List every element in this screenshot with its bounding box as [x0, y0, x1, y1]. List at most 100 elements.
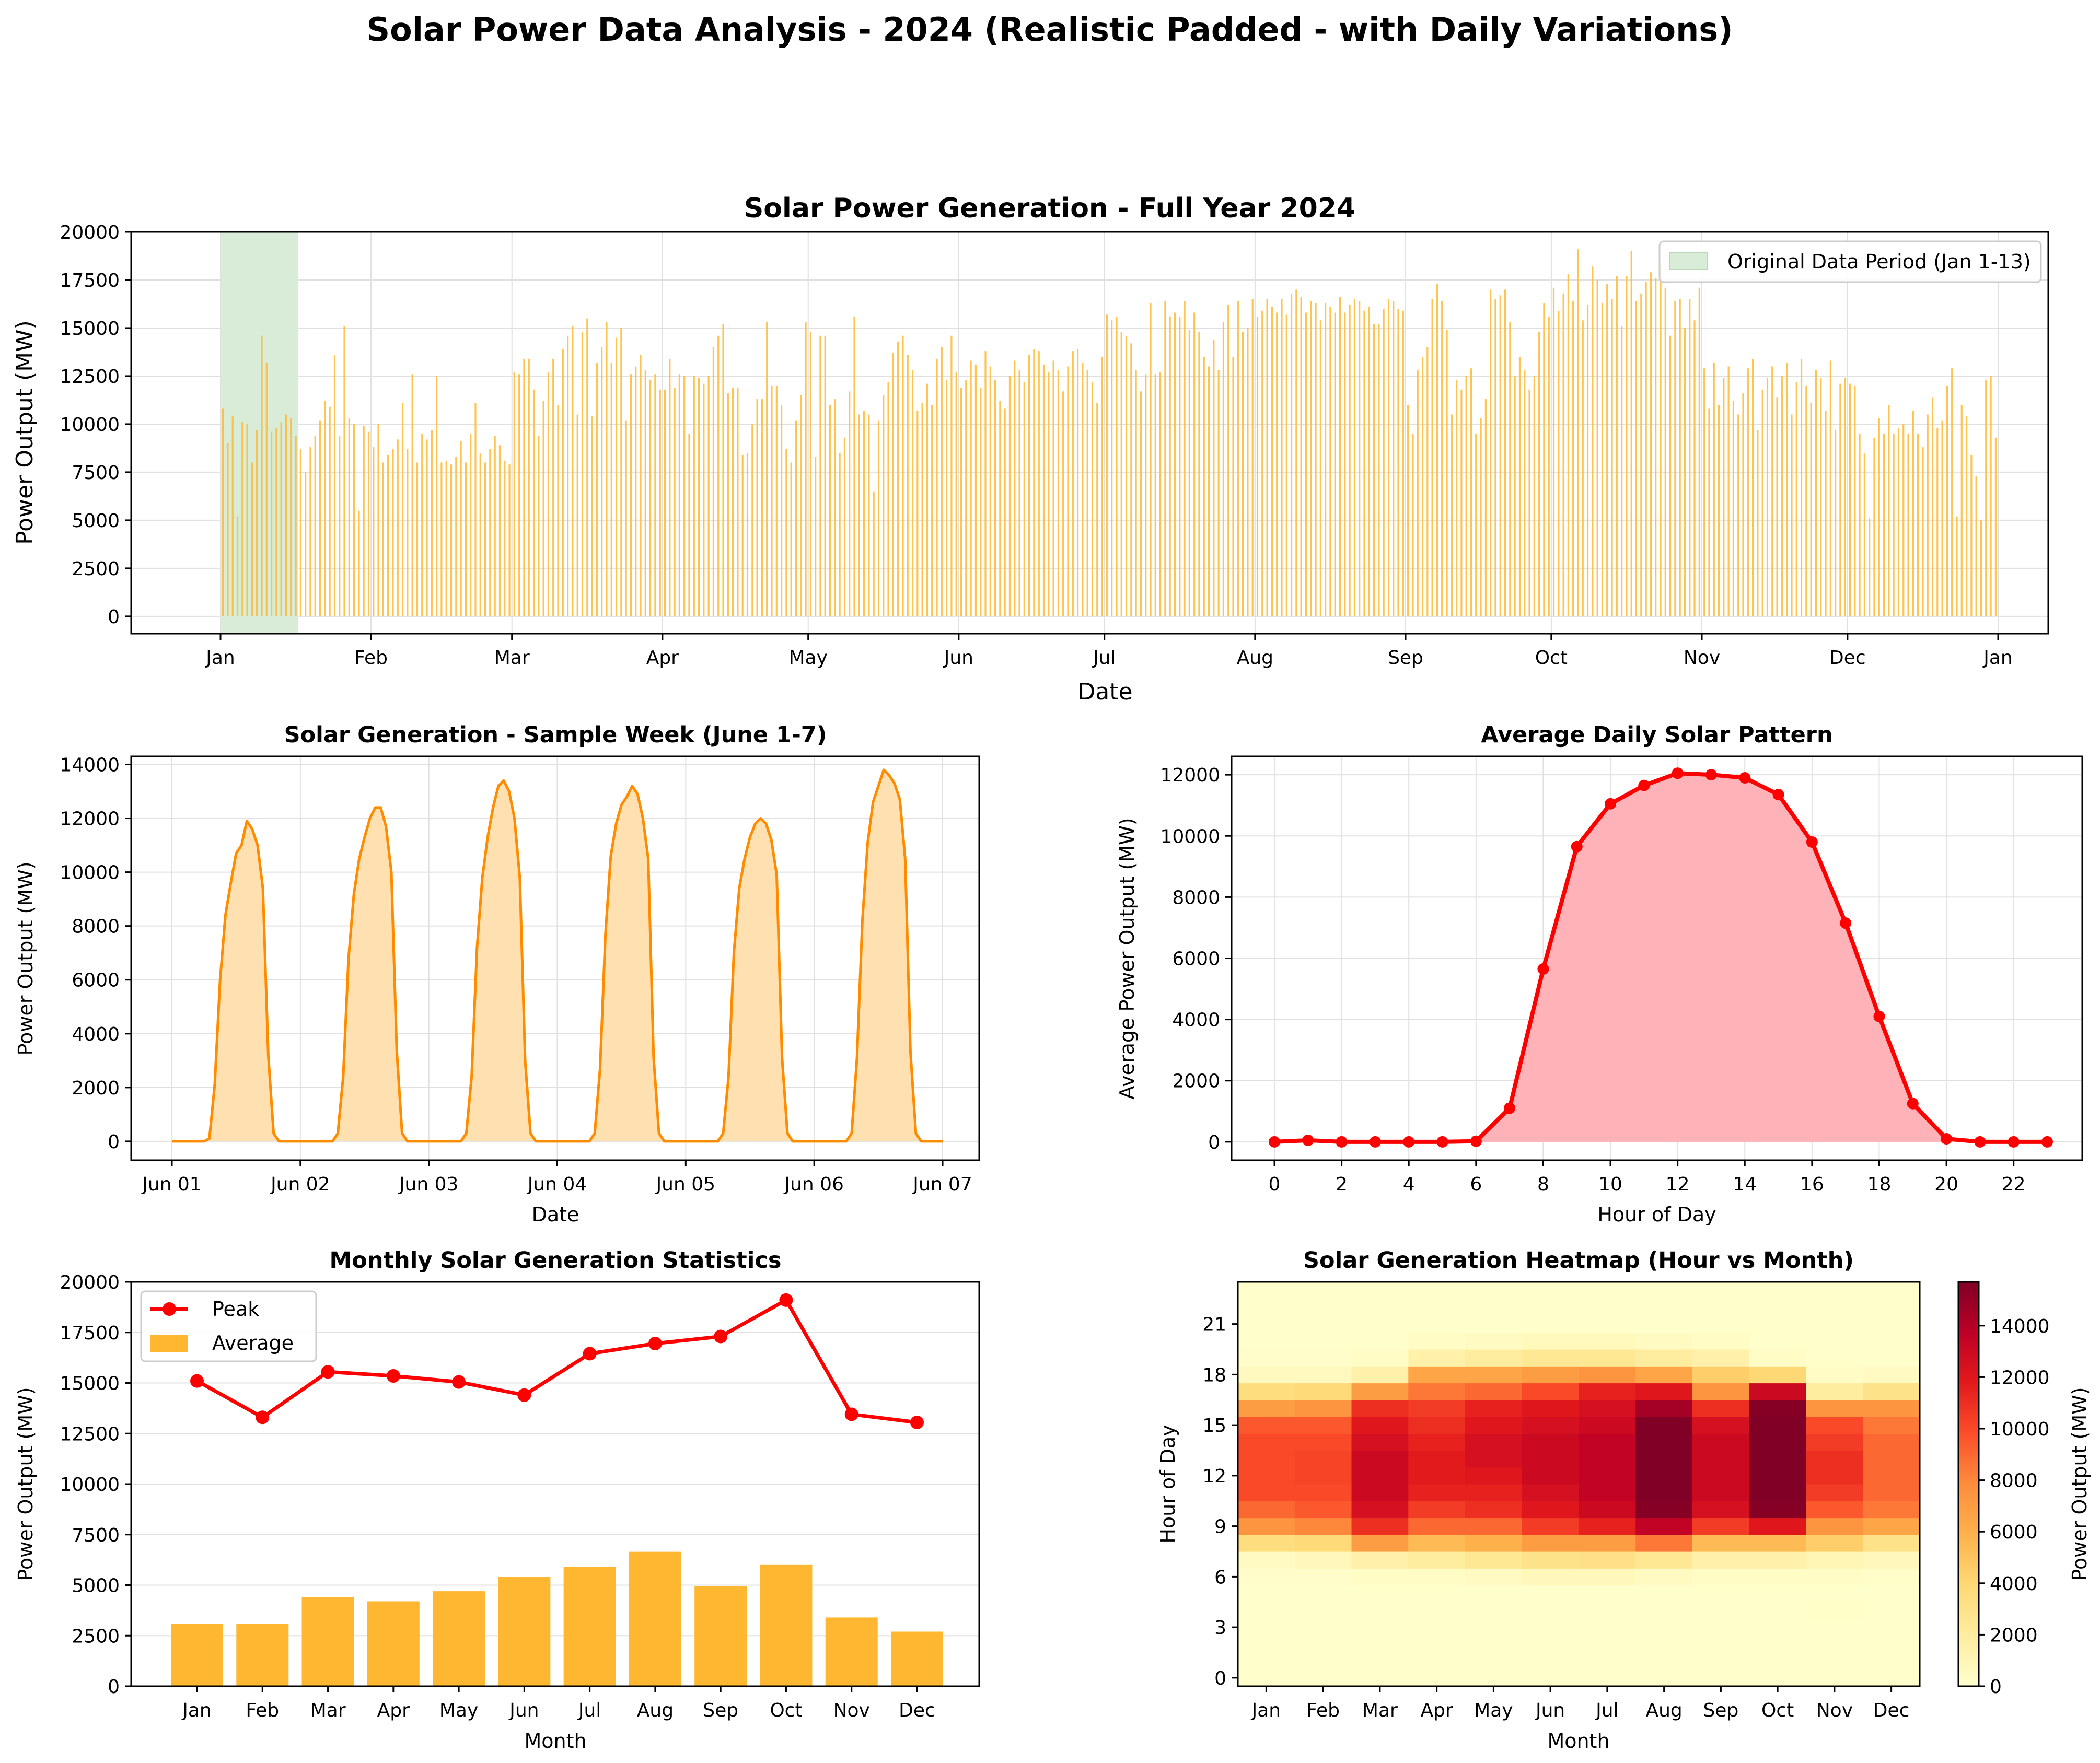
heatmap-cell: [1351, 1315, 1409, 1333]
heatmap-cell: [1465, 1669, 1523, 1687]
sample-week-frame: [130, 755, 980, 1161]
y-tick-label: 3: [1214, 1617, 1226, 1639]
heatmap-cell: [1294, 1534, 1352, 1552]
heatmap-cell: [1294, 1366, 1352, 1384]
y-tick-label: 12500: [60, 1423, 120, 1445]
sample-week-ticks: Jun 01 Jun 02 Jun 03 Jun 04 Jun 05 Jun 06 Jun …: [60, 754, 972, 1195]
heatmap-cell: [1692, 1366, 1750, 1384]
heatmap-cell: [1579, 1433, 1636, 1451]
heatmap-cell: [1465, 1332, 1523, 1350]
daily-pattern-point: [2041, 1136, 2053, 1148]
daily-pattern-ylabel: Average Power Output (MW): [1116, 818, 1139, 1099]
heatmap-cells: [1238, 1282, 1920, 1687]
heatmap-cell: [1806, 1399, 1863, 1417]
x-tick-label: Jan: [181, 1700, 212, 1721]
heatmap-cell: [1408, 1349, 1466, 1367]
heatmap-cell: [1351, 1568, 1409, 1586]
panel-monthly-stats: Monthly Solar Generation Statistics 0 250…: [14, 1247, 980, 1753]
heatmap-cell: [1635, 1619, 1693, 1636]
heatmap-cell: [1351, 1619, 1409, 1636]
y-tick-label: 12500: [60, 366, 120, 388]
heatmap-cell: [1863, 1551, 1920, 1569]
heatmap-xlabel: Month: [1547, 1730, 1609, 1753]
heatmap-cell: [1465, 1619, 1523, 1636]
heatmap-cell: [1351, 1417, 1409, 1434]
heatmap-cell: [1522, 1619, 1580, 1636]
monthly-stats-ticks: 0 2500 5000 7500 10000 12500 15000 17500 20000 Ja…: [60, 1272, 935, 1721]
heatmap-cell: [1238, 1534, 1295, 1552]
colorbar-label: Power Output (MW): [2068, 1387, 2091, 1581]
colorbar: [1957, 1281, 1980, 1687]
y-tick-label: 4000: [72, 1024, 120, 1045]
heatmap-cell: [1863, 1619, 1920, 1636]
heatmap-cell: [1522, 1366, 1580, 1384]
daily-pattern-point: [1403, 1136, 1415, 1148]
heatmap-cell: [1806, 1467, 1863, 1485]
heatmap-cell: [1522, 1450, 1580, 1468]
heatmap-cell: [1294, 1349, 1352, 1367]
heatmap-cell: [1749, 1636, 1807, 1653]
heatmap-cell: [1579, 1315, 1636, 1333]
heatmap-cell: [1408, 1299, 1466, 1316]
heatmap-cell: [1408, 1433, 1466, 1451]
heatmap-cell: [1522, 1315, 1580, 1333]
heatmap-cell: [1692, 1517, 1750, 1535]
heatmap-cell: [1692, 1383, 1750, 1400]
heatmap-cell: [1408, 1585, 1466, 1603]
heatmap-cell: [1749, 1585, 1807, 1603]
heatmap-cell: [1294, 1484, 1352, 1501]
heatmap-cell: [1749, 1652, 1807, 1670]
panel-sample-week: Solar Generation - Sample Week (June 1-7…: [14, 722, 980, 1226]
y-tick-label: 10000: [60, 1474, 120, 1496]
full-year-ticks: Jan Feb Mar Apr May Jun Jul Aug Sep Oct Nov Dec Jan 0…: [60, 222, 2012, 669]
x-tick-label: Mar: [494, 647, 530, 669]
heatmap-cell: [1579, 1484, 1636, 1501]
heatmap-cell: [1465, 1299, 1523, 1316]
heatmap-cell: [1806, 1484, 1863, 1501]
y-tick-label: 0: [108, 606, 120, 628]
heatmap-cell: [1863, 1467, 1920, 1485]
colorbar-tick-label: 6000: [1990, 1522, 2038, 1543]
heatmap-ylabel: Hour of Day: [1156, 1425, 1179, 1543]
heatmap-cell: [1294, 1585, 1352, 1603]
x-tick-label: 18: [1867, 1174, 1892, 1195]
heatmap-cell: [1749, 1551, 1807, 1569]
heatmap-cell: [1806, 1282, 1863, 1299]
x-tick-label: Jun: [1535, 1700, 1565, 1721]
colorbar-tick-label: 4000: [1990, 1573, 2038, 1595]
heatmap-cell: [1692, 1585, 1750, 1603]
heatmap-cell: [1351, 1534, 1409, 1552]
x-tick-label: Feb: [1306, 1700, 1340, 1721]
heatmap-cell: [1351, 1551, 1409, 1569]
y-tick-label: 0: [1214, 1668, 1226, 1689]
heatmap-cell: [1635, 1602, 1693, 1619]
heatmap-cell: [1294, 1551, 1352, 1569]
x-tick-label: 6: [1470, 1174, 1482, 1195]
heatmap-cell: [1863, 1534, 1920, 1552]
heatmap-cell: [1408, 1383, 1466, 1400]
heatmap-cell: [1635, 1332, 1693, 1350]
x-tick-label: May: [439, 1700, 478, 1721]
heatmap-cell: [1408, 1669, 1466, 1687]
x-tick-label: 14: [1733, 1174, 1757, 1195]
x-tick-label: Oct: [1761, 1700, 1794, 1721]
x-tick-label: Jan: [1982, 647, 2013, 669]
heatmap-cell: [1579, 1299, 1636, 1316]
heatmap-cell: [1522, 1299, 1580, 1316]
heatmap-cell: [1635, 1399, 1693, 1417]
x-tick-label: Sep: [1703, 1700, 1738, 1721]
x-tick-label: Jul: [1092, 647, 1116, 669]
heatmap-cell: [1465, 1282, 1523, 1299]
heatmap-cell: [1635, 1315, 1693, 1333]
panel-heatmap: Solar Generation Heatmap (Hour vs Month)…: [1156, 1247, 2091, 1753]
heatmap-cell: [1522, 1417, 1580, 1434]
x-tick-label: Jan: [1251, 1700, 1281, 1721]
peak-point: [190, 1374, 204, 1388]
heatmap-cell: [1294, 1433, 1352, 1451]
heatmap-cell: [1692, 1433, 1750, 1451]
peak-point: [321, 1365, 335, 1379]
x-tick-label: Aug: [1645, 1700, 1682, 1721]
sample-week-line: [172, 768, 943, 1143]
average-bar: [433, 1591, 485, 1686]
heatmap-cell: [1294, 1568, 1352, 1586]
